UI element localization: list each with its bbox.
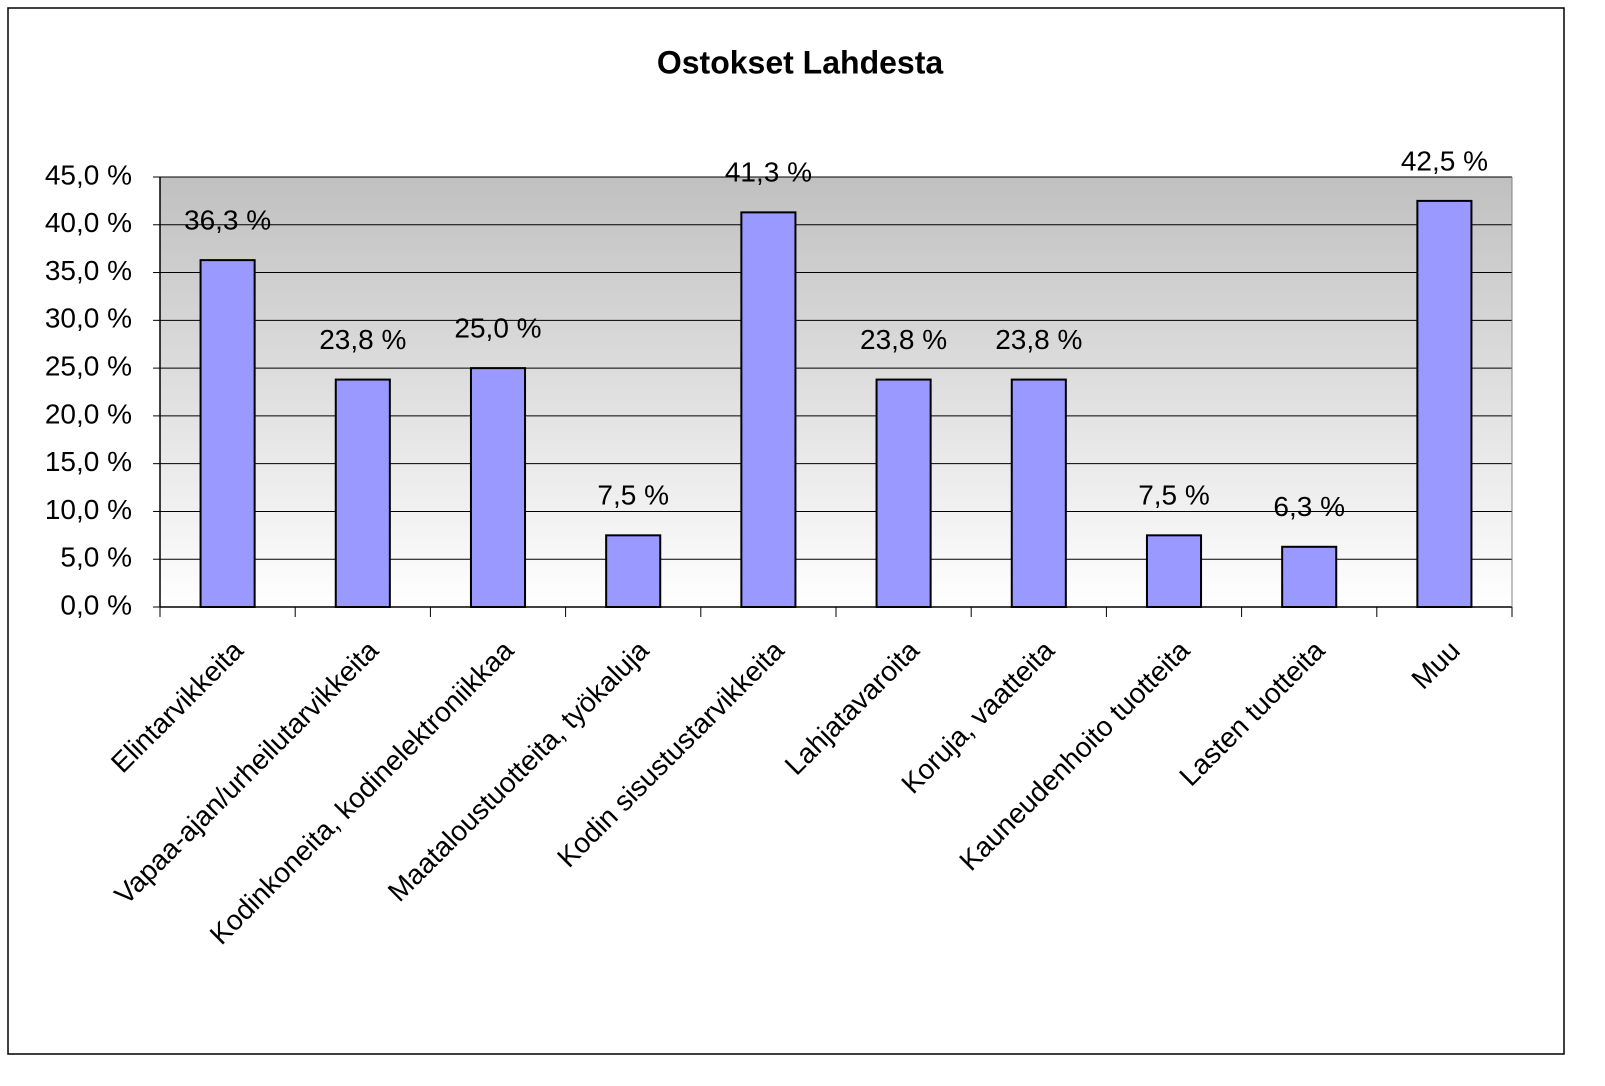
data-label: 7,5 % [1138,480,1210,511]
y-tick-label: 25,0 % [45,351,132,382]
bar [1281,545,1338,608]
bar [740,211,797,608]
bar [199,259,256,608]
chart-title: Ostokset Lahdesta [657,44,944,80]
data-label: 42,5 % [1401,145,1488,176]
data-label: 23,8 % [319,324,406,355]
y-tick-label: 20,0 % [45,398,132,429]
y-tick-label: 10,0 % [45,494,132,525]
data-label: 41,3 % [725,157,812,188]
bar [334,378,391,609]
data-label: 36,3 % [184,205,271,236]
bar [1145,534,1203,608]
y-tick-label: 30,0 % [45,303,132,334]
y-tick-label: 15,0 % [45,446,132,477]
bar [1010,378,1067,609]
data-label: 23,8 % [860,324,947,355]
y-tick-label: 45,0 % [45,159,132,190]
y-tick-label: 40,0 % [45,207,132,238]
data-label: 25,0 % [454,313,541,344]
bar [875,378,932,609]
data-label: 6,3 % [1273,491,1345,522]
y-tick-label: 35,0 % [45,255,132,286]
y-tick-label: 0,0 % [60,589,132,620]
bar [605,534,662,608]
bar [1416,199,1473,608]
y-tick-label: 5,0 % [60,542,132,573]
data-label: 7,5 % [597,480,669,511]
data-label: 23,8 % [995,324,1082,355]
bar [469,367,527,608]
